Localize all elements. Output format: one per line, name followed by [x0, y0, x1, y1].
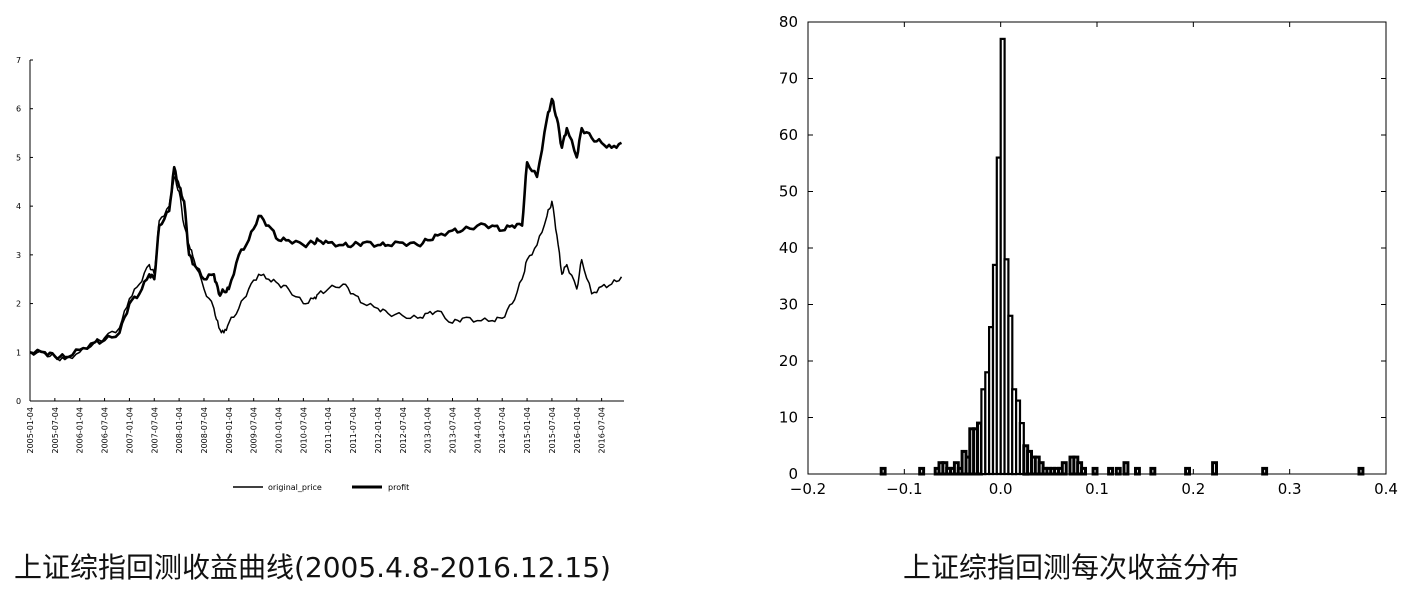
- left-x-tick-label: 2015-01-04: [523, 407, 532, 454]
- left-x-tick-label: 2016-01-04: [573, 407, 582, 454]
- right-x-tick-label: 0.4: [1374, 480, 1398, 498]
- histogram-bar: [918, 466, 926, 476]
- legend-label-profit: profit: [388, 483, 409, 492]
- left-y-tick-label: 4: [16, 202, 21, 211]
- left-x-tick-label: 2010-07-04: [299, 407, 308, 454]
- left-x-tick-label: 2016-07-04: [598, 407, 607, 454]
- left-x-tick-label: 2009-01-04: [225, 407, 234, 454]
- histogram-bar: [1060, 461, 1068, 476]
- left-x-ticks: 2005-01-04 2005-07-04 2006-01-04 2006-07-04…: [26, 398, 607, 454]
- right-y-tick-label: 60: [779, 126, 798, 144]
- right-y-tick-label: 0: [788, 465, 798, 483]
- left-y-tick-label: 3: [16, 251, 21, 260]
- histogram-chart: 0 10 20 30 40 50 60 70 80 −0.2 −0.1 0.0 0.1 0.2 0.3 0.…: [779, 13, 1398, 498]
- right-x-tick-label: 0.2: [1181, 480, 1205, 498]
- histogram-bar: [1149, 466, 1157, 476]
- left-x-tick-label: 2005-07-04: [51, 407, 60, 454]
- left-y-ticks: 0 1 2 3 4 5 6 7: [16, 56, 33, 406]
- left-x-tick-label: 2009-07-04: [250, 407, 259, 454]
- left-x-tick-label: 2012-07-04: [399, 407, 408, 454]
- left-x-tick-label: 2007-01-04: [125, 407, 134, 454]
- histogram-bar: [1080, 466, 1087, 476]
- histogram-bar: [1107, 466, 1114, 476]
- left-x-tick-label: 2010-01-04: [275, 407, 284, 454]
- right-y-tick-label: 20: [779, 352, 798, 370]
- right-y-tick-label: 70: [779, 70, 798, 88]
- left-x-tick-label: 2013-07-04: [449, 407, 458, 454]
- right-y-tick-label: 40: [779, 239, 798, 257]
- left-y-tick-label: 1: [16, 348, 21, 357]
- histogram-bar: [1114, 466, 1122, 476]
- left-y-tick-label: 0: [16, 397, 21, 406]
- left-y-tick-label: 6: [16, 105, 21, 114]
- left-x-tick-label: 2015-07-04: [548, 407, 557, 454]
- right-x-tick-label: −0.2: [790, 480, 826, 498]
- left-x-tick-label: 2007-07-04: [150, 407, 159, 454]
- left-x-tick-label: 2006-01-04: [76, 407, 85, 454]
- series-line-original-price: [29, 176, 623, 362]
- caption-return-distribution: 上证综指回测每次收益分布: [903, 551, 1240, 584]
- left-x-tick-label: 2011-07-04: [349, 407, 358, 454]
- right-x-tick-label: 0.0: [989, 480, 1013, 498]
- right-y-tick-label: 30: [779, 296, 798, 314]
- right-x-tick-label: −0.1: [886, 480, 922, 498]
- histogram-bar: [879, 466, 887, 476]
- histogram-bar: [1184, 466, 1191, 476]
- histogram-bar: [1122, 461, 1130, 476]
- left-x-tick-label: 2008-01-04: [175, 407, 184, 454]
- left-x-tick-label: 2011-01-04: [324, 407, 333, 454]
- histogram-bars: [879, 37, 1365, 476]
- histogram-bar: [1134, 466, 1141, 476]
- left-x-tick-label: 2013-01-04: [424, 407, 433, 454]
- right-x-tick-label: 0.1: [1085, 480, 1109, 498]
- left-x-tick-label: 2005-01-04: [26, 407, 35, 454]
- right-y-tick-label: 10: [779, 409, 798, 427]
- histogram-bar: [1091, 466, 1099, 476]
- left-x-tick-label: 2006-07-04: [101, 407, 110, 454]
- left-series-lines: [29, 97, 623, 362]
- histogram-bar: [999, 37, 1006, 476]
- right-plot-frame: [807, 21, 1387, 475]
- legend: original_price profit: [233, 483, 409, 492]
- left-x-tick-label: 2014-01-04: [473, 407, 482, 454]
- histogram-bar: [1261, 466, 1269, 476]
- left-x-tick-label: 2012-01-04: [374, 407, 383, 454]
- left-y-tick-label: 5: [16, 153, 21, 162]
- caption-backtest-curve: 上证综指回测收益曲线(2005.4.8-2016.12.15): [14, 551, 611, 584]
- right-x-ticks: −0.2 −0.1 0.0 0.1 0.2 0.3 0.4: [790, 22, 1398, 498]
- right-y-tick-label: 80: [779, 13, 798, 31]
- legend-label-original-price: original_price: [268, 483, 322, 492]
- right-y-tick-label: 50: [779, 183, 798, 201]
- series-line-profit: [29, 97, 623, 361]
- left-y-tick-label: 7: [16, 56, 21, 65]
- right-x-tick-label: 0.3: [1278, 480, 1302, 498]
- left-x-tick-label: 2014-07-04: [498, 407, 507, 454]
- left-y-tick-label: 2: [16, 300, 21, 309]
- histogram-bar: [1357, 466, 1365, 476]
- right-y-ticks: 0 10 20 30 40 50 60 70 80: [779, 13, 1386, 483]
- histogram-bar: [1211, 461, 1218, 476]
- left-x-tick-label: 2008-07-04: [200, 407, 209, 454]
